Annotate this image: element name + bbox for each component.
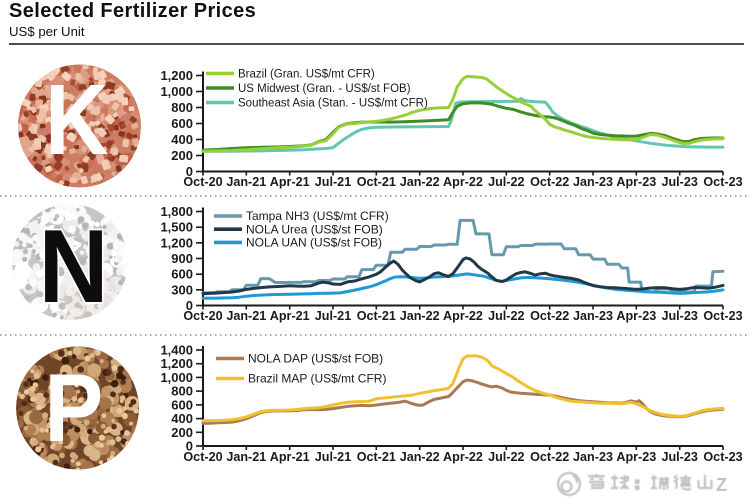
svg-text:1,200: 1,200 — [160, 235, 193, 250]
svg-text:600: 600 — [171, 397, 193, 412]
svg-text:Oct-20: Oct-20 — [183, 309, 222, 323]
svg-text:Apr-22: Apr-22 — [443, 450, 483, 464]
svg-text:Z: Z — [716, 475, 727, 495]
svg-text:600: 600 — [171, 116, 193, 131]
svg-text:300: 300 — [171, 282, 193, 297]
svg-text:Jul-22: Jul-22 — [488, 175, 524, 189]
svg-text:Jan-21: Jan-21 — [226, 175, 266, 189]
svg-text:Oct-22: Oct-22 — [530, 309, 569, 323]
svg-text:P: P — [44, 353, 103, 462]
svg-text:Apr-23: Apr-23 — [616, 450, 656, 464]
svg-text:1,200: 1,200 — [160, 356, 193, 371]
svg-text:NOLA DAP (US$/st FOB): NOLA DAP (US$/st FOB) — [248, 352, 383, 366]
svg-text:Apr-22: Apr-22 — [443, 175, 483, 189]
svg-text:1,000: 1,000 — [160, 84, 193, 99]
svg-text:NOLA UAN (US$/st FOB): NOLA UAN (US$/st FOB) — [246, 236, 382, 250]
svg-text:Apr-21: Apr-21 — [270, 175, 310, 189]
svg-text:0: 0 — [186, 164, 193, 179]
svg-text:Jul-21: Jul-21 — [315, 450, 351, 464]
svg-text:1,400: 1,400 — [160, 343, 193, 358]
svg-text:Jan-21: Jan-21 — [226, 309, 266, 323]
svg-text:400: 400 — [171, 132, 193, 147]
svg-text:Oct-20: Oct-20 — [183, 175, 222, 189]
svg-text:Jul-23: Jul-23 — [661, 450, 697, 464]
svg-text:400: 400 — [171, 411, 193, 426]
svg-text:Jul-21: Jul-21 — [315, 175, 351, 189]
svg-text:Oct-21: Oct-21 — [357, 450, 396, 464]
svg-text:Jan-23: Jan-23 — [573, 175, 613, 189]
svg-text:900: 900 — [171, 251, 193, 266]
svg-text:Oct-23: Oct-23 — [703, 175, 742, 189]
svg-text:800: 800 — [171, 100, 193, 115]
svg-text:Oct-22: Oct-22 — [530, 450, 569, 464]
svg-text:Jan-22: Jan-22 — [400, 450, 440, 464]
svg-text:800: 800 — [171, 384, 193, 399]
svg-text:1,500: 1,500 — [160, 220, 193, 235]
svg-text:Jan-22: Jan-22 — [400, 309, 440, 323]
svg-text:Jul-22: Jul-22 — [488, 309, 524, 323]
svg-text:Jan-22: Jan-22 — [400, 175, 440, 189]
svg-text:Apr-23: Apr-23 — [616, 309, 656, 323]
svg-text:Oct-21: Oct-21 — [357, 309, 396, 323]
svg-text:200: 200 — [171, 425, 193, 440]
svg-text:Apr-22: Apr-22 — [443, 309, 483, 323]
svg-text:Tampa NH3 (US$/mt CFR): Tampa NH3 (US$/mt CFR) — [246, 209, 389, 223]
svg-text:600: 600 — [171, 267, 193, 282]
svg-text:Apr-21: Apr-21 — [270, 450, 310, 464]
svg-text:Jan-23: Jan-23 — [573, 450, 613, 464]
svg-text:Brazil MAP (US$/mt CFR): Brazil MAP (US$/mt CFR) — [248, 372, 386, 386]
svg-text:0: 0 — [186, 298, 193, 313]
svg-text:Brazil (Gran. US$/mt CFR): Brazil (Gran. US$/mt CFR) — [238, 69, 375, 81]
svg-text:Jan-23: Jan-23 — [573, 309, 613, 323]
svg-text:Apr-23: Apr-23 — [616, 175, 656, 189]
svg-text:Jul-23: Jul-23 — [661, 175, 697, 189]
svg-text:0: 0 — [186, 439, 193, 454]
svg-text:US Midwest (Gran. - US$/st FOB: US Midwest (Gran. - US$/st FOB) — [238, 83, 411, 95]
svg-text:Jul-23: Jul-23 — [661, 309, 697, 323]
svg-text:Oct-23: Oct-23 — [703, 309, 742, 323]
svg-text:Oct-20: Oct-20 — [183, 450, 222, 464]
svg-text:Jul-22: Jul-22 — [488, 450, 524, 464]
svg-text:1,800: 1,800 — [160, 204, 193, 219]
svg-text:Southeast Asia (Stan. - US$/mt: Southeast Asia (Stan. - US$/mt CFR) — [238, 98, 428, 110]
svg-text:NOLA Urea (US$/st FOB): NOLA Urea (US$/st FOB) — [246, 222, 383, 236]
svg-text:Oct-22: Oct-22 — [530, 175, 569, 189]
svg-text:Oct-23: Oct-23 — [703, 450, 742, 464]
svg-text:Apr-21: Apr-21 — [270, 309, 310, 323]
svg-text:Jul-21: Jul-21 — [315, 309, 351, 323]
svg-text:200: 200 — [171, 148, 193, 163]
svg-text:1,000: 1,000 — [160, 370, 193, 385]
svg-text:N: N — [39, 209, 109, 325]
svg-text:1,200: 1,200 — [160, 68, 193, 83]
svg-text:Oct-21: Oct-21 — [357, 175, 396, 189]
svg-text:Jan-21: Jan-21 — [226, 450, 266, 464]
svg-text:K: K — [45, 64, 109, 175]
